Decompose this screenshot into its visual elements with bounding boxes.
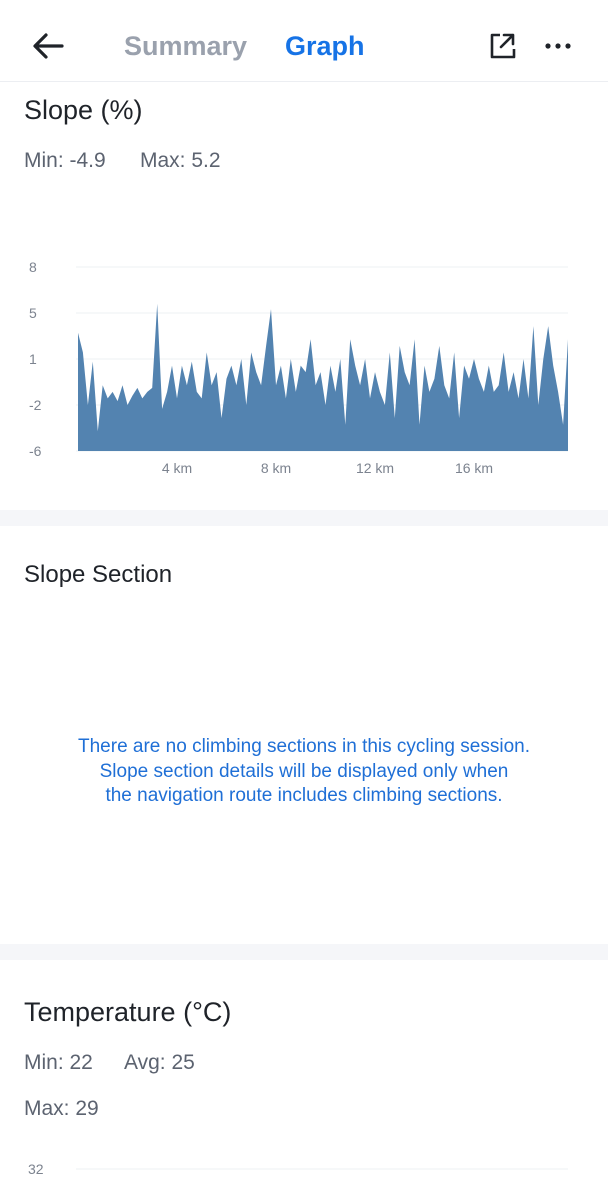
slope-min: Min: -4.9 (24, 149, 106, 172)
slope-title: Slope (%) (24, 95, 143, 125)
slope-section-empty-message: There are no climbing sections in this c… (30, 735, 578, 809)
slope-chart: 8 5 1 -2 -6 4 km 8 km 12 km 16 km (29, 259, 568, 476)
back-button[interactable] (28, 26, 68, 66)
more-options-button[interactable] (542, 30, 574, 62)
slope-y-tick: -2 (29, 397, 42, 413)
temperature-y-tick: 32 (28, 1161, 44, 1177)
slope-y-tick: 5 (29, 305, 37, 321)
more-icon (545, 43, 571, 49)
slope-x-tick: 16 km (455, 460, 493, 476)
section-divider (0, 944, 608, 960)
temperature-min: Min: 22 (24, 1051, 93, 1074)
slope-y-tick: -6 (29, 443, 42, 459)
share-icon (490, 33, 516, 59)
tab-graph[interactable]: Graph (285, 31, 365, 61)
top-app-bar: Summary Graph (0, 0, 608, 82)
empty-message-line: Slope section details will be displayed … (99, 760, 509, 782)
slope-area-series (78, 303, 568, 451)
slope-x-tick: 8 km (261, 460, 291, 476)
share-button[interactable] (486, 30, 518, 62)
temperature-avg: Avg: 25 (124, 1051, 195, 1074)
tab-summary[interactable]: Summary (124, 31, 248, 61)
temperature-title: Temperature (°C) (24, 997, 232, 1027)
section-divider (0, 510, 608, 526)
slope-y-tick: 8 (29, 259, 37, 275)
slope-max: Max: 5.2 (140, 149, 221, 172)
arrow-left-icon (33, 33, 64, 59)
temperature-chart: 32 (28, 1161, 568, 1177)
temperature-max: Max: 29 (24, 1097, 99, 1120)
slope-section-title: Slope Section (24, 561, 173, 588)
slope-x-tick: 12 km (356, 460, 394, 476)
slope-y-tick: 1 (29, 351, 37, 367)
empty-message-line: the navigation route includes climbing s… (105, 785, 503, 806)
slope-x-tick: 4 km (162, 460, 192, 476)
empty-message-line: There are no climbing sections in this c… (78, 736, 530, 757)
